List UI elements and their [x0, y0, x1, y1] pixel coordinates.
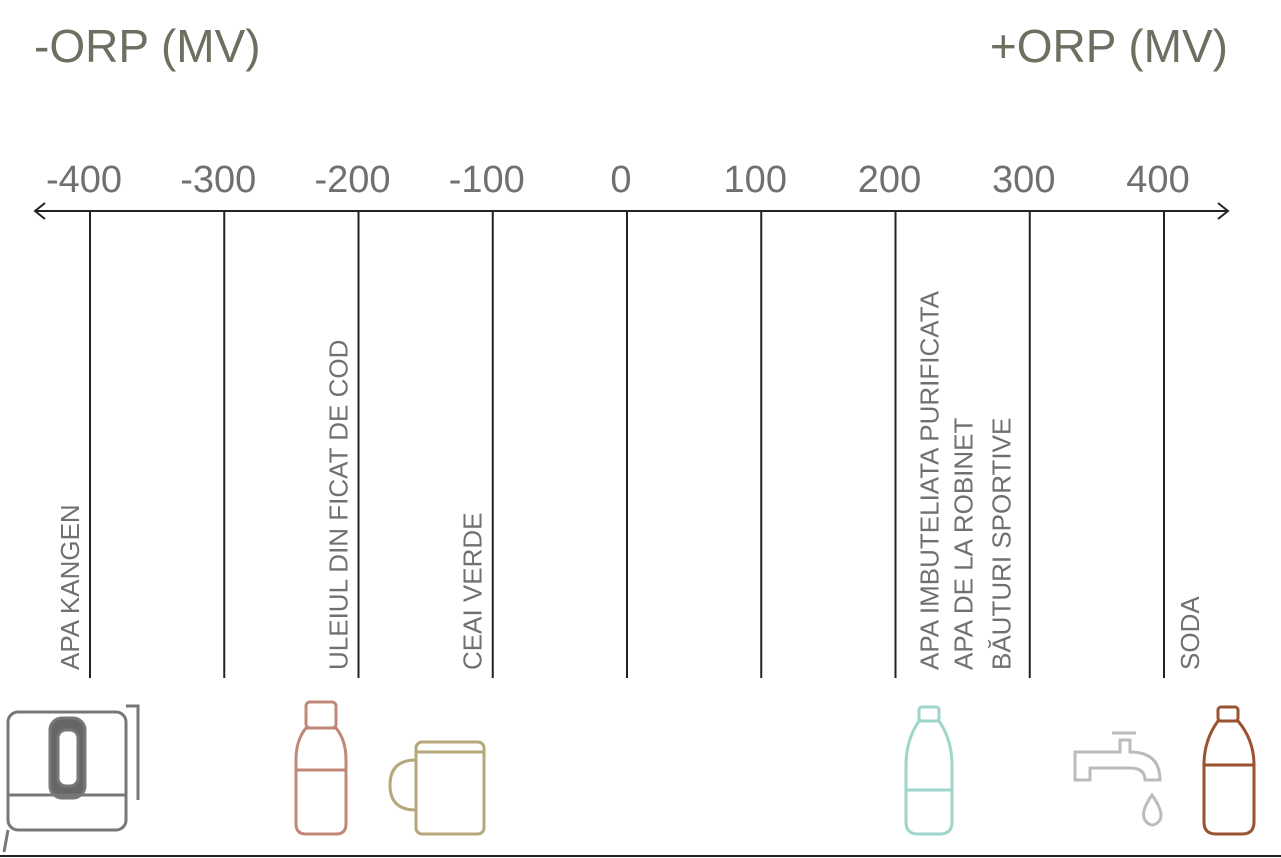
x-tick-label: -400 — [46, 159, 122, 201]
axis — [33, 202, 1230, 220]
x-tick-label: 100 — [724, 159, 787, 201]
item-label: CEAI VERDE — [458, 513, 488, 671]
item-label: SODA — [1175, 596, 1205, 670]
x-tick-label: -300 — [180, 159, 256, 201]
title-left: -ORP (MV) — [34, 20, 261, 72]
item-label: APA IMBUTELIATA PURIFICATA — [914, 290, 944, 670]
x-tick-label: 300 — [992, 159, 1055, 201]
icons — [2, 700, 1256, 853]
item-label: APA KANGEN — [55, 504, 85, 670]
item-label: BĂUTURI SPORTIVE — [987, 418, 1017, 670]
x-tick-label: 400 — [1126, 159, 1189, 201]
title-right: +ORP (MV) — [990, 20, 1228, 72]
x-tick-label: 0 — [610, 159, 631, 201]
item-label: ULEIUL DIN FICAT DE COD — [323, 340, 353, 670]
x-tick-label: -100 — [449, 159, 525, 201]
item-label: APA DE LA ROBINET — [949, 417, 979, 670]
x-tick-label: -200 — [314, 159, 390, 201]
x-tick-label: 200 — [858, 159, 921, 201]
